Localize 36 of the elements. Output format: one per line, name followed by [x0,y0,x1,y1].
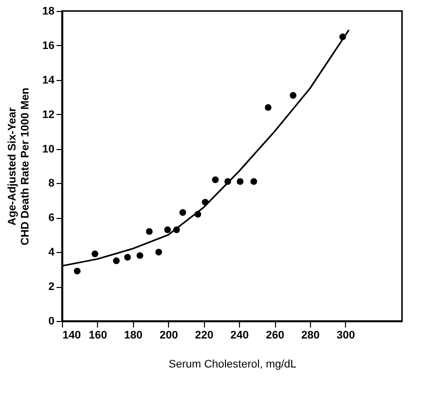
y-tick-label: 8 [48,178,54,190]
point [136,252,144,259]
point [164,226,171,234]
point [250,178,258,185]
x-tick-label: 260 [266,330,284,342]
y-tick-label: 2 [48,281,54,294]
x-tick-label: 300 [336,330,356,342]
point [155,248,162,256]
x-tick-label: 240 [230,330,249,342]
point [264,104,272,111]
y-tick-label: 18 [42,6,54,18]
point [146,228,153,235]
text: Age-Adjusted Six-Year [6,108,18,226]
point [92,250,98,258]
y-tick-label: 14 [42,74,56,86]
y-tick-label: 6 [48,212,54,224]
point [113,257,120,264]
y-tick-label: 4 [48,246,56,259]
x-tick-label: 180 [124,330,143,342]
y-tick-label: 12 [42,108,54,121]
y-tick-label: 0 [48,316,54,328]
x-tick-label: 280 [301,330,320,342]
x-tick-label: 220 [194,330,214,342]
x-tick-label: 160 [88,330,108,342]
y-tick-label: 10 [42,143,54,156]
point [74,268,81,274]
point [179,209,186,216]
x-axis-title: Serum Cholesterol, mg/dL [168,358,296,370]
y-tick-label: 16 [42,40,54,52]
point [124,254,131,261]
point [236,178,244,185]
point [290,92,296,99]
x-tick-label: 200 [160,330,178,342]
text: CHD Death Rate Per 1000 Men [19,88,32,246]
point [212,176,219,184]
x-tick-label: 140 [62,330,81,342]
